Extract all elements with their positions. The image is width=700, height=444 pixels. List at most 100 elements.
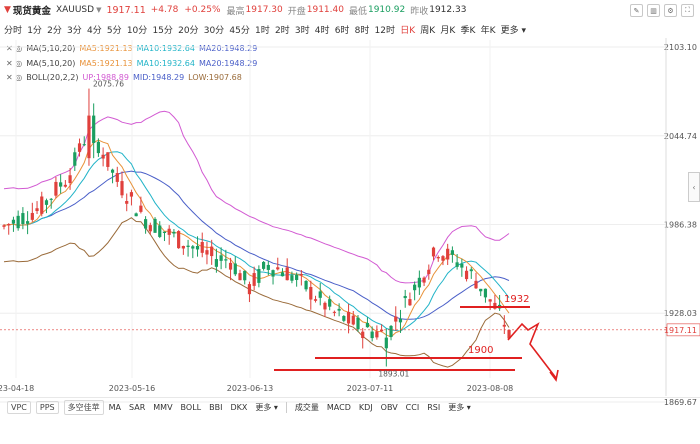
period-tab[interactable]: 分时 [4,25,23,36]
fullscreen-icon[interactable]: ⛶ [681,4,694,17]
hide-eye-icon[interactable]: ✕ ◎ [6,59,23,68]
candle-body [427,269,431,275]
candle-body [210,246,214,257]
candle-body [158,225,162,237]
candle-body [380,329,384,332]
period-tab[interactable]: 2分 [47,25,62,36]
tool-chip[interactable]: PPS [35,401,59,414]
candle-body [474,280,478,289]
period-tab[interactable]: 45分 [229,25,250,36]
period-tab[interactable]: 5分 [106,25,122,36]
candle-body [92,115,96,143]
candle-body [54,181,58,196]
candle-body [30,212,34,220]
candle-body [233,263,237,275]
tool-chip[interactable]: 多空佳苹 [63,400,104,415]
candle-body [219,255,223,261]
indicator-tool-icon[interactable]: ▥ [647,4,660,17]
indicator-button[interactable]: KDJ [358,403,373,412]
candle-body [77,143,82,152]
candle-body [313,299,318,301]
low-value: 1910.92 [367,5,406,15]
candle-body [479,288,483,292]
period-tab[interactable]: 3时 [294,25,310,36]
candle-body [16,215,20,229]
candle-body [257,269,261,283]
settings-icon[interactable]: ⚙ [664,4,677,17]
boll-legend: ✕ ◎ BOLL(20,2,2) UP:1988.89 MID:1948.29 … [6,73,246,82]
indicator-button[interactable]: CCI [405,403,420,412]
candle-body [446,248,450,260]
period-tab[interactable]: 15分 [152,25,173,36]
hide-eye-icon[interactable]: ✕ ◎ [6,44,23,53]
candle-body [370,331,374,339]
candle-body [266,264,270,270]
indicator-button[interactable]: MA [108,403,121,412]
period-tab[interactable]: 年K [480,25,496,36]
period-tab[interactable]: 8时 [354,25,370,36]
indicator-button[interactable]: 更多 ▾ [448,403,471,412]
candle-body [318,291,322,298]
indicator-button[interactable]: OBV [380,403,398,412]
period-tab[interactable]: 20分 [178,25,199,36]
candle-body [49,198,53,200]
ma10-line [3,151,510,332]
period-tab[interactable]: 周K [420,25,436,36]
last-price: 1917.11 [106,4,146,16]
period-tab[interactable]: 30分 [203,25,225,36]
candle-body [191,246,195,249]
x-tick-label: 2023-07-11 [347,384,394,393]
indicator-button[interactable]: RSI [427,403,441,412]
period-tab[interactable]: 月K [440,25,456,36]
candle-body [332,311,336,313]
legend-title: MA(5,10,20) [26,44,76,53]
tool-chip[interactable]: VPC [7,401,31,414]
candle-body [26,221,30,224]
period-tab[interactable]: 12时 [374,25,395,36]
x-tick-label: 2023-05-16 [109,384,156,393]
indicator-button[interactable]: 更多 ▾ [255,403,278,412]
period-tab[interactable]: 2时 [274,25,290,36]
legend-ma20: MA20:1948.29 [198,59,258,68]
indicator-button[interactable]: BOLL [180,403,202,412]
period-tab[interactable]: 4分 [86,25,102,36]
prev-close-label: 昨收 [410,6,429,17]
period-tab[interactable]: 1时 [255,25,270,36]
instrument-code[interactable]: XAUUSD [55,5,95,15]
period-tab[interactable]: 6时 [334,25,350,36]
candle-body [134,213,138,217]
boll-lower-line [3,217,510,368]
collapse-arrow-icon[interactable]: ▼ [4,5,11,15]
period-tab[interactable]: 4时 [314,25,330,36]
hide-eye-icon[interactable]: ✕ ◎ [6,73,23,82]
period-tabs: 分时 1分 2分 3分 4分 5分 10分 15分 20分 30分 45分 1时 2时 3时 4时 6时 8时 1… [0,21,531,37]
candle-body [346,311,351,324]
change-value: +4.78 [150,5,179,15]
indicator-button[interactable]: 成交量 [294,403,319,412]
candle-body [129,192,134,197]
low-label: 最低 [348,6,367,17]
indicator-button[interactable]: MACD [326,403,351,412]
side-panel-toggle-icon[interactable]: ‹ [688,172,700,202]
instrument-dropdown-icon[interactable]: ▼ [96,6,102,14]
indicator-button[interactable]: BBI [209,403,223,412]
level-label-1900: 1900 [468,345,493,356]
candle-body [361,331,365,339]
period-tab[interactable]: 10分 [126,25,148,36]
period-tab[interactable]: 3分 [67,25,82,36]
legend-boll-mid: MID:1948.29 [132,73,185,82]
indicator-button[interactable]: DKX [230,403,248,412]
period-tab[interactable]: 季K [460,25,476,36]
y-tick-label: 1869.67 [664,398,697,407]
period-tab[interactable]: 日K [400,25,416,36]
x-tick-label: 2023-06-13 [227,384,274,393]
period-tab[interactable]: 更多 ▾ [500,25,527,36]
x-tick-label: 23-04-18 [0,384,34,393]
candle-body [252,273,256,286]
draw-tool-icon[interactable]: ✎ [630,4,643,17]
indicator-button[interactable]: MMV [153,403,173,412]
period-tab[interactable]: 1分 [27,25,42,36]
indicator-button[interactable]: SAR [129,403,146,412]
candle-body [507,329,511,339]
